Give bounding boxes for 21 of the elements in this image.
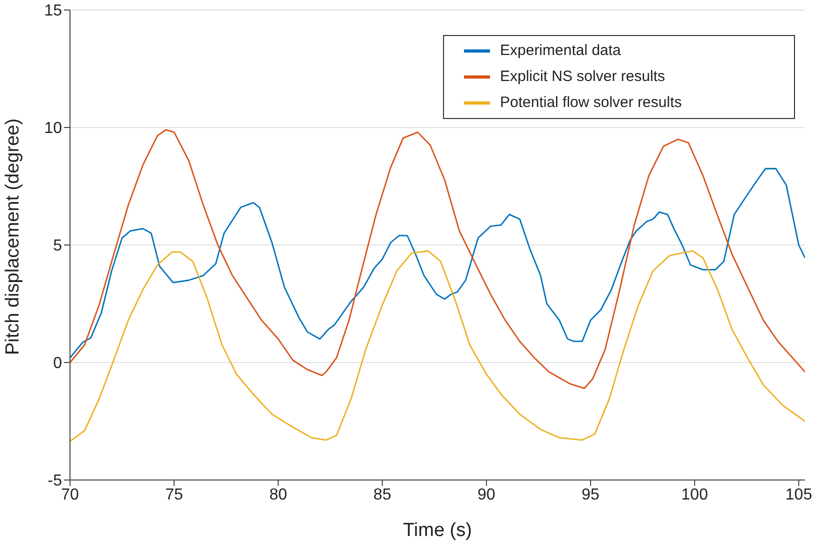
legend-label: Potential flow solver results [500,94,682,111]
x-axis-title: Time (s) [403,520,472,541]
x-tick-label: 95 [582,486,600,504]
legend-label: Experimental data [500,42,621,59]
y-axis-title: Pitch displacement (degree) [2,118,24,355]
x-tick-label: 85 [373,486,392,504]
line-series [70,250,805,442]
line-series [70,129,805,390]
y-tick-label: 15 [44,2,62,20]
x-tick-label: 100 [681,486,708,504]
y-tick-label: 5 [53,238,62,255]
y-tick-label: 10 [44,120,62,138]
legend-label: Explicit NS solver results [500,68,666,85]
y-tick-label: -5 [48,472,62,490]
x-tick-label: 75 [165,486,184,504]
line-series [70,168,805,358]
y-tick-label: 0 [53,355,62,372]
x-tick-label: 70 [61,486,79,504]
x-tick-label: 105 [785,486,812,504]
x-tick-label: 80 [269,486,288,504]
x-tick-label: 90 [478,486,496,504]
